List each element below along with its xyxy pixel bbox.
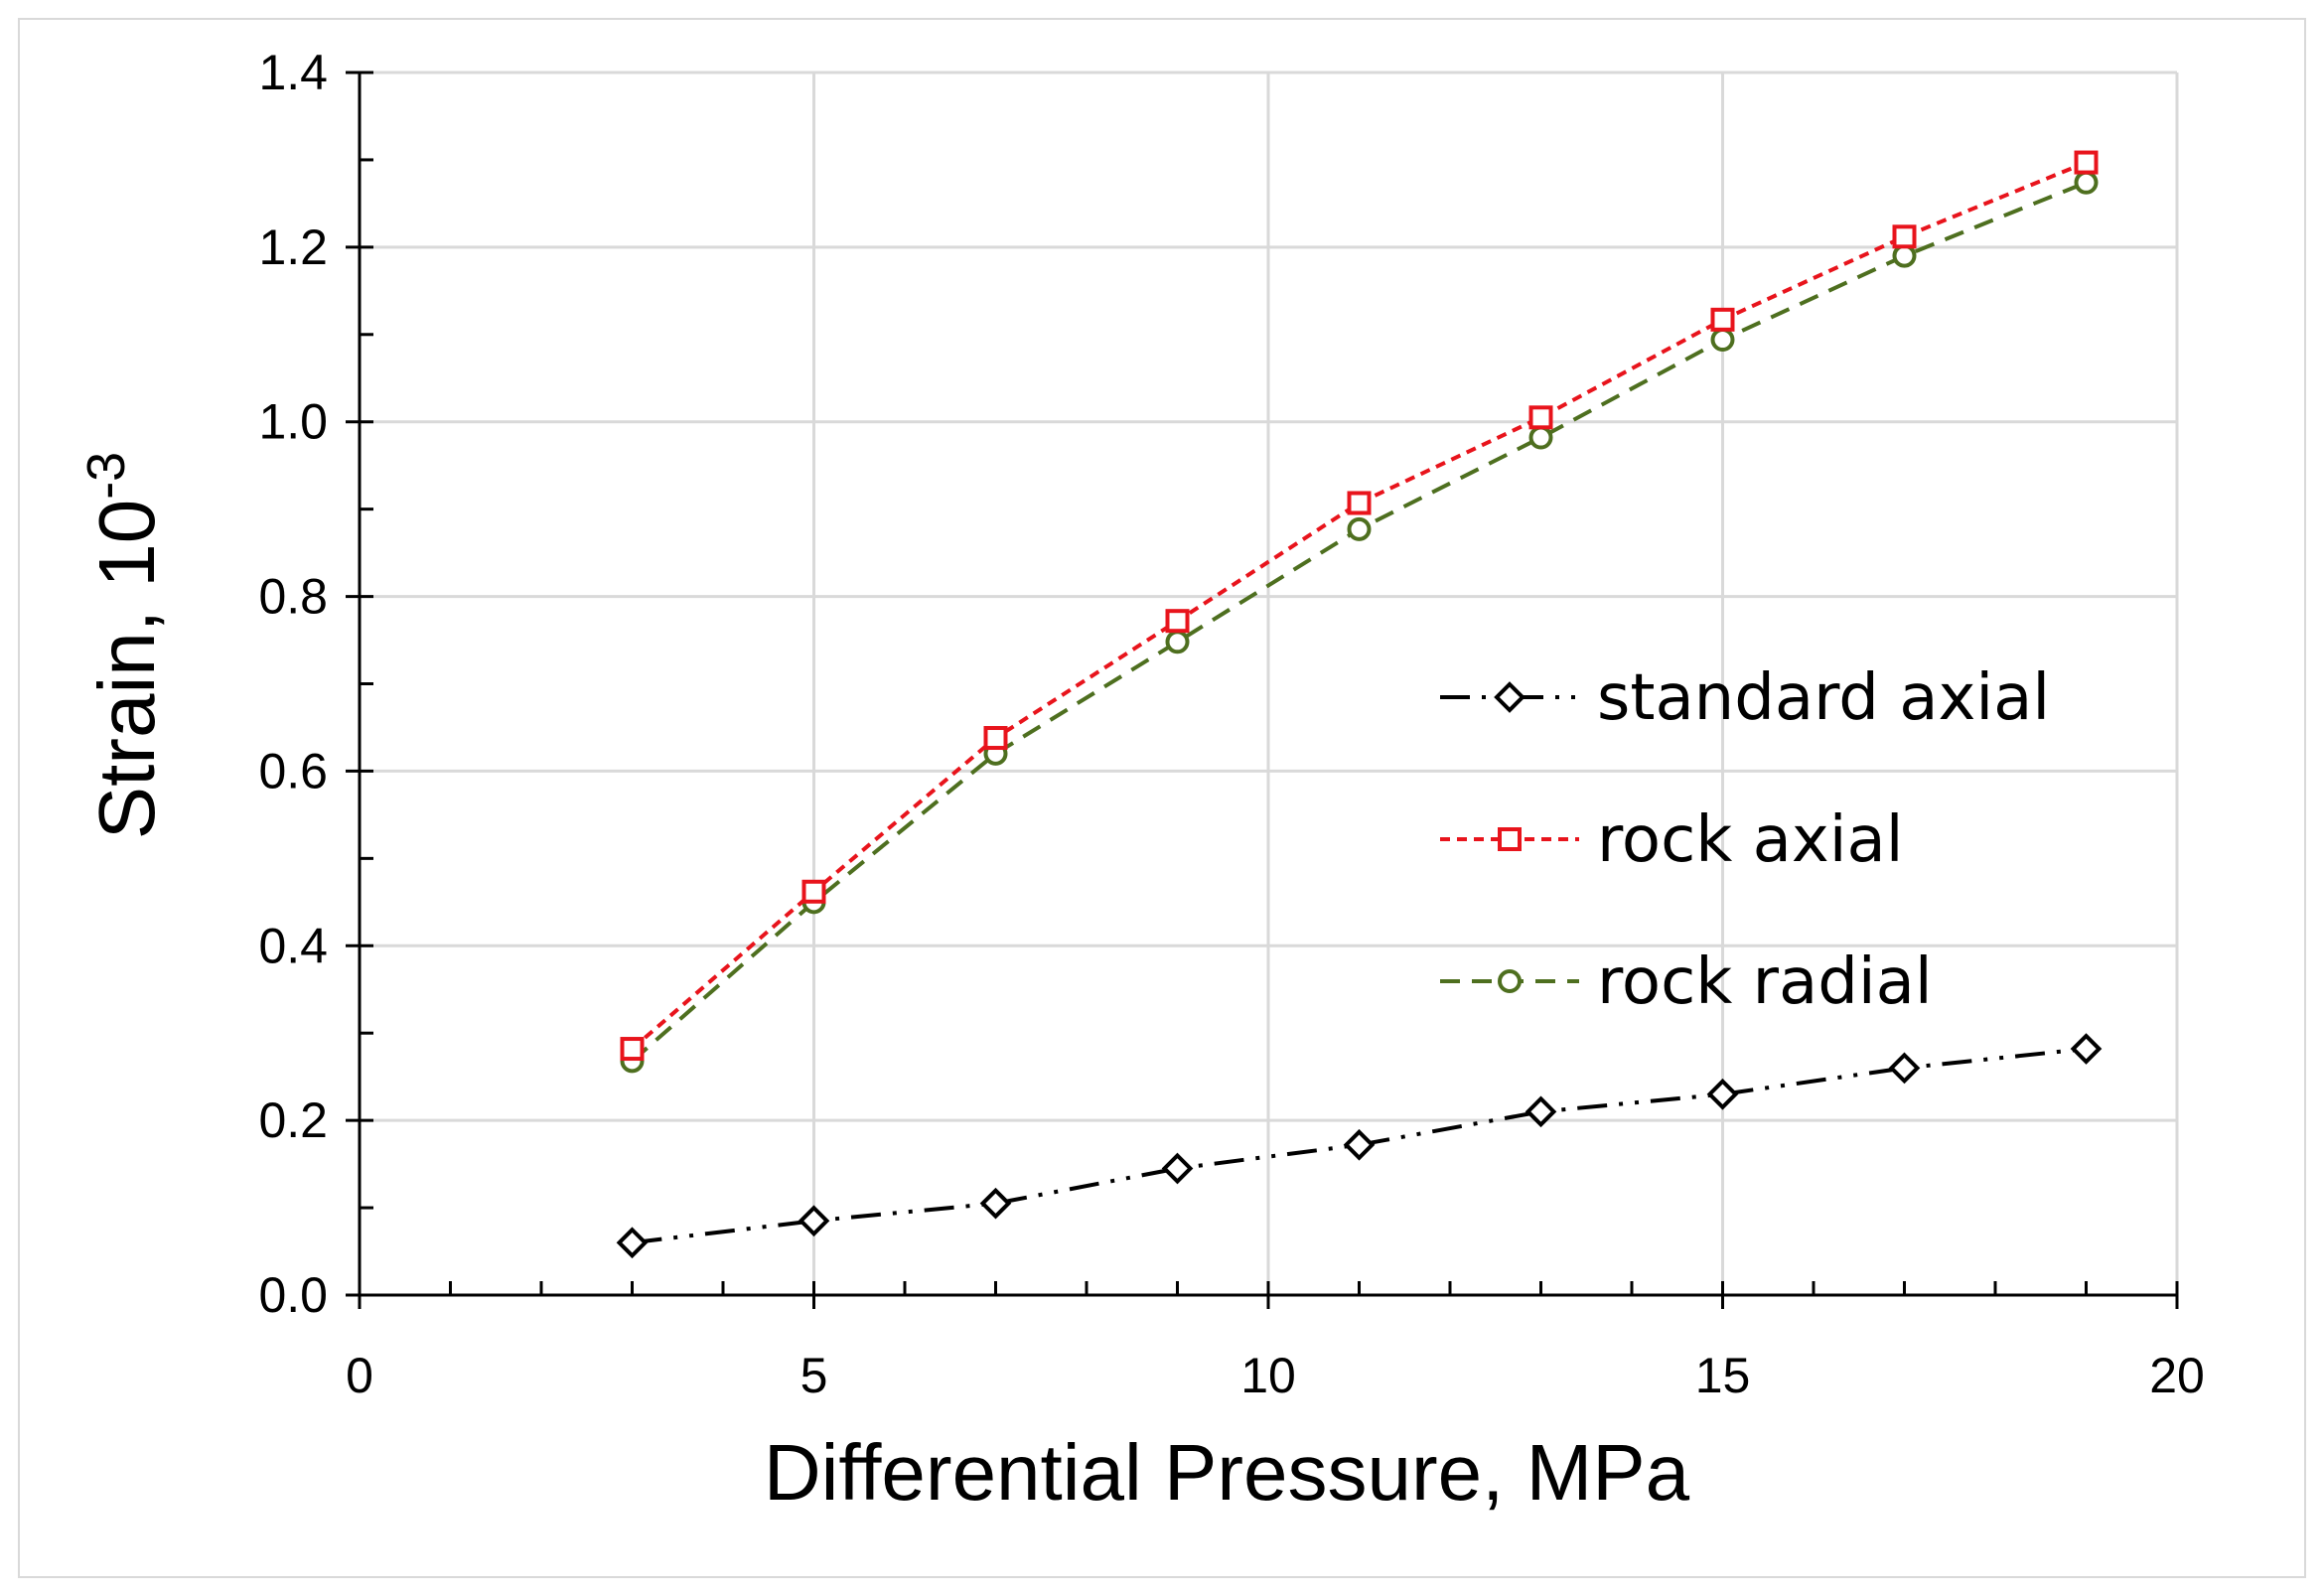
x-tick-label: 10	[1240, 1348, 1296, 1403]
data-point-square	[983, 726, 1008, 751]
axes: 0.0 0.2 0.4 0.6 0.8 1.0 1.2 1.4 0 5 10 15 20	[258, 45, 2204, 1403]
y-tick-label: 1.4	[258, 45, 328, 100]
data-point-square	[620, 1037, 645, 1062]
data-point-diamond	[1706, 1078, 1739, 1110]
y-tick-label: 0.4	[258, 918, 328, 973]
series-rock-radial	[620, 170, 2099, 1074]
legend-marker	[1494, 681, 1525, 713]
data-point-square	[1710, 307, 1735, 332]
data-point-diamond	[798, 1205, 830, 1237]
legend-label: rock radial	[1597, 945, 1933, 1019]
y-tick-label: 0.0	[258, 1267, 328, 1323]
legend: standard axial rock axial rock radial	[1440, 661, 2050, 1019]
legend-marker	[1498, 969, 1522, 993]
data-point-circle	[1165, 630, 1190, 654]
data-point-circle	[2074, 170, 2099, 195]
data-point-square	[1165, 609, 1190, 634]
chart-frame	[18, 18, 2306, 1578]
y-tick-label: 0.2	[258, 1092, 328, 1148]
series-line	[631, 180, 2088, 1063]
y-axis-title-main: Strain, 10	[82, 500, 171, 839]
data-point-diamond	[1161, 1152, 1194, 1185]
data-point-circle	[1528, 425, 1553, 450]
legend-entry-standard-axial: standard axial	[1440, 661, 2050, 735]
x-axis-title: Differential Pressure, MPa	[764, 1428, 1690, 1517]
legend-entry-rock-axial: rock axial	[1440, 803, 1904, 877]
grid-lines	[360, 71, 2179, 1295]
x-tick-label: 5	[800, 1348, 828, 1403]
series-line	[632, 1047, 2087, 1245]
series-line	[631, 160, 2088, 1051]
y-axis-title-group: Strain, 10-3	[76, 452, 171, 839]
data-point-diamond	[1343, 1128, 1376, 1161]
data-point-diamond	[979, 1187, 1012, 1220]
series-rock-axial	[620, 150, 2099, 1062]
legend-label: rock axial	[1597, 803, 1904, 877]
series-standard-axial	[616, 1033, 2103, 1259]
data-point-square	[1528, 405, 1553, 430]
data-point-square	[1892, 224, 1917, 249]
y-axis-title: Strain, 10-3	[76, 452, 171, 839]
legend-marker	[1498, 827, 1522, 851]
series-layer	[616, 150, 2103, 1259]
data-point-square	[2074, 150, 2099, 175]
legend-label: standard axial	[1597, 661, 2050, 735]
x-tick-label: 20	[2149, 1348, 2205, 1403]
x-tick-label: 15	[1695, 1348, 1751, 1403]
y-axis-title-exponent: -3	[76, 452, 136, 500]
legend-entry-rock-radial: rock radial	[1440, 945, 1933, 1019]
data-point-square	[801, 879, 826, 904]
data-point-circle	[1347, 516, 1372, 541]
y-tick-label: 1.2	[258, 219, 328, 275]
data-point-square	[1347, 491, 1372, 515]
data-point-diamond	[2070, 1033, 2103, 1065]
data-point-circle	[1892, 243, 1917, 268]
data-point-diamond	[1888, 1052, 1921, 1085]
y-tick-label: 0.6	[258, 743, 328, 798]
data-point-circle	[1710, 328, 1735, 353]
y-tick-label: 0.8	[258, 569, 328, 625]
data-point-diamond	[1525, 1095, 1557, 1128]
data-point-diamond	[616, 1227, 649, 1259]
y-tick-label: 1.0	[258, 394, 328, 450]
x-tick-label: 0	[346, 1348, 373, 1403]
